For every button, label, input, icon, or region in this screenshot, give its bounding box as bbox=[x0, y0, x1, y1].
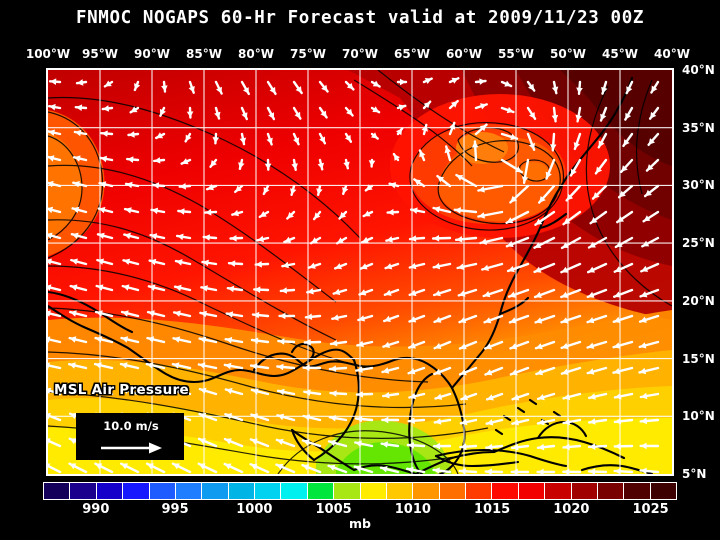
colorbar-swatch bbox=[44, 483, 71, 499]
longitude-tick-label: 65°W bbox=[394, 47, 430, 61]
colorbar-swatch bbox=[492, 483, 519, 499]
longitude-tick-label: 45°W bbox=[602, 47, 638, 61]
map-plot-area[interactable] bbox=[46, 68, 674, 476]
colorbar-swatch bbox=[545, 483, 572, 499]
latitude-tick-label: 20°N bbox=[682, 293, 715, 308]
colorbar-tick-label: 995 bbox=[161, 502, 189, 517]
latitude-tick-label: 35°N bbox=[682, 120, 715, 135]
colorbar-swatch bbox=[70, 483, 97, 499]
latitude-tick-label: 10°N bbox=[682, 409, 715, 424]
colorbar-swatch bbox=[518, 483, 546, 499]
colorbar-swatch bbox=[466, 483, 493, 499]
colorbar-tick-label: 1005 bbox=[315, 502, 352, 517]
colorbar-tick-label: 1010 bbox=[394, 502, 431, 517]
colorbar-swatch bbox=[228, 483, 255, 499]
colorbar-swatch bbox=[439, 483, 466, 499]
colorbar-tick-label: 1015 bbox=[473, 502, 511, 517]
longitude-tick-label: 75°W bbox=[290, 47, 326, 61]
longitude-tick-label: 70°W bbox=[342, 47, 378, 61]
longitude-tick-label: 100°W bbox=[25, 47, 71, 61]
colorbar-swatch bbox=[413, 483, 440, 499]
longitude-tick-label: 80°W bbox=[238, 47, 274, 61]
colorbar-swatch bbox=[175, 483, 203, 499]
colorbar-swatch bbox=[360, 483, 387, 499]
latitude-tick-label: 40°N bbox=[682, 63, 715, 77]
longitude-tick-label: 95°W bbox=[82, 47, 118, 61]
longitude-tick-label: 55°W bbox=[498, 47, 534, 61]
colorbar-swatch bbox=[255, 483, 282, 499]
colorbar-swatch bbox=[202, 483, 229, 499]
colorbar-swatch bbox=[281, 483, 308, 499]
wind-vector-layer bbox=[48, 77, 660, 474]
pressure-colorbar bbox=[43, 482, 677, 500]
colorbar-swatch bbox=[571, 483, 598, 499]
wind-scale-key: 10.0 m/s bbox=[76, 413, 184, 460]
colorbar-tick-label: 1000 bbox=[236, 502, 273, 517]
colorbar-unit-label: mb bbox=[349, 516, 371, 531]
colorbar-swatch bbox=[149, 483, 176, 499]
colorbar-tick-label: 1025 bbox=[632, 502, 669, 517]
field-label: MSL Air Pressure bbox=[54, 382, 189, 398]
longitude-tick-label: 85°W bbox=[186, 47, 222, 61]
latitude-tick-label: 5°N bbox=[682, 467, 707, 481]
colorbar-swatch bbox=[650, 483, 676, 499]
latitude-tick-label: 15°N bbox=[682, 351, 715, 366]
right-arrow-icon bbox=[101, 442, 162, 454]
longitude-tick-label: 40°W bbox=[654, 47, 690, 61]
longitude-tick-label: 60°W bbox=[446, 47, 482, 61]
latitude-tick-label: 25°N bbox=[682, 236, 715, 251]
pressure-field-render bbox=[48, 70, 672, 474]
colorbar-swatch bbox=[307, 483, 335, 499]
longitude-tick-label: 90°W bbox=[134, 47, 170, 61]
colorbar-swatch bbox=[624, 483, 651, 499]
figure-title: FNMOC NOGAPS 60-Hr Forecast valid at 200… bbox=[76, 8, 644, 28]
colorbar-tick-label: 990 bbox=[82, 502, 110, 517]
colorbar-swatch bbox=[386, 483, 414, 499]
latitude-tick-label: 30°N bbox=[682, 178, 715, 193]
colorbar-swatch bbox=[96, 483, 124, 499]
longitude-tick-label: 50°W bbox=[550, 47, 586, 61]
colorbar-swatch bbox=[334, 483, 361, 499]
colorbar-swatch bbox=[123, 483, 150, 499]
wind-scale-label: 10.0 m/s bbox=[103, 419, 159, 433]
colorbar-tick-label: 1020 bbox=[553, 502, 590, 517]
colorbar-swatch bbox=[597, 483, 625, 499]
